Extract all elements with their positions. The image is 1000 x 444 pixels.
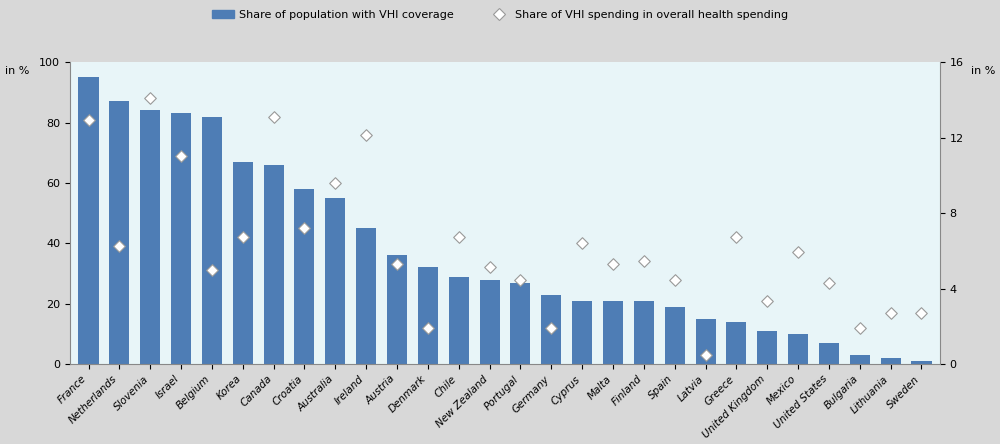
Point bbox=[81, 116, 97, 123]
Bar bbox=[356, 228, 376, 364]
Bar bbox=[603, 301, 623, 364]
Point bbox=[512, 276, 528, 283]
Bar bbox=[819, 343, 839, 364]
Point bbox=[543, 324, 559, 331]
Bar bbox=[480, 280, 500, 364]
Bar bbox=[449, 277, 469, 364]
Bar bbox=[140, 111, 160, 364]
Point bbox=[173, 152, 189, 159]
Bar bbox=[757, 331, 777, 364]
Bar bbox=[510, 282, 530, 364]
Point bbox=[451, 234, 467, 241]
Bar bbox=[726, 322, 746, 364]
Point bbox=[883, 309, 899, 316]
Bar bbox=[78, 77, 99, 364]
Bar bbox=[850, 355, 870, 364]
Point bbox=[605, 261, 621, 268]
Bar bbox=[171, 114, 191, 364]
Point bbox=[759, 297, 775, 304]
Bar bbox=[541, 295, 561, 364]
Point bbox=[296, 225, 312, 232]
Point bbox=[698, 352, 714, 359]
Bar bbox=[325, 198, 345, 364]
Point bbox=[667, 276, 683, 283]
Bar bbox=[788, 334, 808, 364]
Point bbox=[327, 179, 343, 186]
Point bbox=[913, 309, 929, 316]
Bar bbox=[233, 162, 253, 364]
Bar bbox=[109, 101, 129, 364]
Point bbox=[358, 131, 374, 138]
Bar bbox=[665, 307, 685, 364]
Point bbox=[482, 264, 498, 271]
Bar bbox=[387, 255, 407, 364]
Point bbox=[790, 249, 806, 256]
Bar bbox=[881, 358, 901, 364]
Bar bbox=[634, 301, 654, 364]
Point bbox=[636, 258, 652, 265]
Bar bbox=[418, 267, 438, 364]
Bar bbox=[294, 189, 314, 364]
Bar bbox=[572, 301, 592, 364]
Point bbox=[111, 243, 127, 250]
Bar bbox=[911, 361, 932, 364]
Text: in %: in % bbox=[971, 66, 995, 76]
Legend: Share of population with VHI coverage, Share of VHI spending in overall health s: Share of population with VHI coverage, S… bbox=[207, 6, 793, 24]
Point bbox=[728, 234, 744, 241]
Point bbox=[204, 267, 220, 274]
Point bbox=[389, 261, 405, 268]
Point bbox=[821, 279, 837, 286]
Bar bbox=[202, 116, 222, 364]
Point bbox=[235, 234, 251, 241]
Point bbox=[852, 324, 868, 331]
Point bbox=[266, 113, 282, 120]
Text: in %: in % bbox=[5, 66, 29, 76]
Bar bbox=[264, 165, 284, 364]
Bar bbox=[696, 319, 716, 364]
Point bbox=[142, 95, 158, 102]
Point bbox=[420, 324, 436, 331]
Point bbox=[574, 240, 590, 247]
